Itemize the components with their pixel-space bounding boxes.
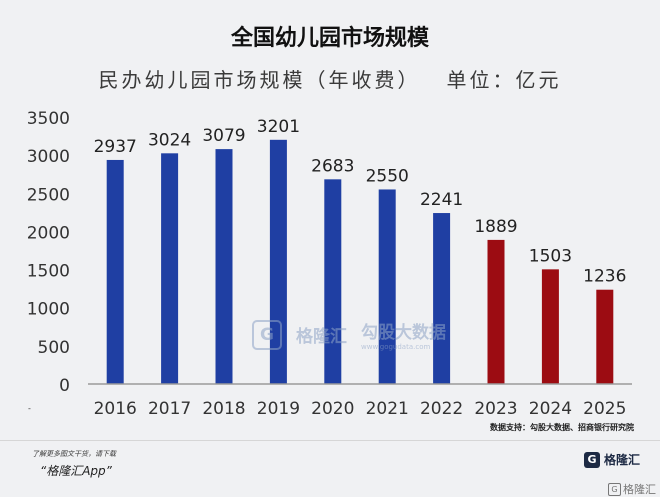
x-tick-label: 2023 xyxy=(474,399,517,419)
bar-2023 xyxy=(487,239,505,384)
corner-watermark-text: 格隆汇 xyxy=(623,483,656,496)
y-tick-label: 0 xyxy=(59,376,70,396)
y-tick-label: 1500 xyxy=(27,262,70,282)
watermark-text: 勾股大数据 xyxy=(361,323,446,343)
x-tick-label: 2018 xyxy=(202,399,245,419)
watermark-brand: 格隆汇 xyxy=(296,327,347,347)
data-label: 1889 xyxy=(474,217,517,237)
bar-2022 xyxy=(433,213,451,384)
bar-2020 xyxy=(324,179,342,384)
dash-mark: - xyxy=(28,404,31,413)
watermark: G 格隆汇 勾股大数据 www.gogudata.com xyxy=(252,318,446,351)
bars xyxy=(106,139,614,384)
x-axis-ticks: 2016 2017 2018 2019 2020 2021 2022 2023 2024 2025 xyxy=(94,399,627,419)
promo-app-name[interactable]: “格隆汇App” xyxy=(40,464,112,478)
data-label: 3024 xyxy=(148,130,191,150)
y-tick-label: 2000 xyxy=(27,223,70,243)
x-tick-label: 2024 xyxy=(529,399,572,419)
y-axis-ticks: 0 500 1000 1500 2000 2500 3000 3500 xyxy=(27,109,70,396)
x-tick-label: 2017 xyxy=(148,399,191,419)
x-tick-label: 2020 xyxy=(311,399,354,419)
brand-name: 格隆汇 xyxy=(604,453,641,467)
x-tick-label: 2021 xyxy=(366,399,409,419)
x-tick-label: 2022 xyxy=(420,399,463,419)
data-label: 2683 xyxy=(311,156,354,176)
corner-logo-icon: G xyxy=(608,482,621,496)
data-labels: 2937 3024 3079 3201 2683 2550 2241 1889 1503 1236 xyxy=(94,117,627,287)
bar-2019 xyxy=(269,139,287,384)
x-tick-label: 2016 xyxy=(94,399,137,419)
y-tick-label: 2500 xyxy=(27,185,70,205)
brand-logo-icon: G xyxy=(584,451,600,468)
data-label: 1236 xyxy=(583,267,626,287)
page-title: 全国幼儿园市场规模 xyxy=(230,26,429,51)
bar-2025 xyxy=(596,289,614,384)
y-tick-label: 1000 xyxy=(27,300,70,320)
footer-divider xyxy=(0,440,660,441)
promo-text: 了解更多图文干货，请下载 xyxy=(32,450,116,458)
data-label: 3079 xyxy=(202,126,245,146)
x-tick-label: 2025 xyxy=(583,399,626,419)
bar-2017 xyxy=(161,153,179,384)
bar-chart: 0 500 1000 1500 2000 2500 3000 3500 2937 3024 307… xyxy=(27,109,632,419)
brand-logo[interactable]: G 格隆汇 xyxy=(584,451,640,468)
bar-2018 xyxy=(215,149,233,384)
bar-2021 xyxy=(378,189,396,384)
unit-label: 单位：亿元 xyxy=(446,68,562,92)
data-label: 2241 xyxy=(420,190,463,210)
data-label: 2550 xyxy=(366,166,409,186)
y-tick-label: 500 xyxy=(38,338,70,358)
y-tick-label: 3000 xyxy=(27,147,70,167)
data-label: 1503 xyxy=(529,246,572,266)
chart-subtitle: 民办幼儿园市场规模（年收费） 单位：亿元 xyxy=(0,64,660,93)
source-note: 数据支持：勾股大数据、招商银行研究院 xyxy=(490,423,634,432)
x-tick-label: 2019 xyxy=(257,399,300,419)
bar-2024 xyxy=(541,269,559,384)
data-label: 3201 xyxy=(257,117,300,137)
watermark-logo-icon: G xyxy=(252,319,282,350)
y-tick-label: 3500 xyxy=(27,109,70,129)
corner-watermark: G 格隆汇 xyxy=(608,481,656,497)
watermark-url: www.gogudata.com xyxy=(361,343,431,351)
bar-2016 xyxy=(106,159,124,384)
chart-title: 民办幼儿园市场规模（年收费） xyxy=(98,68,421,92)
data-label: 2937 xyxy=(94,137,137,157)
